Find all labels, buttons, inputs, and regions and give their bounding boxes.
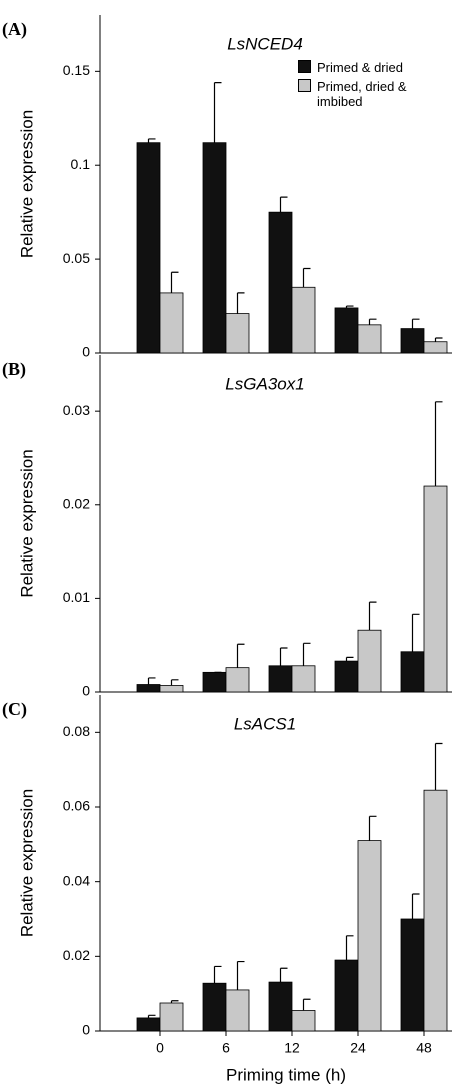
y-tick-label: 0.01 bbox=[63, 589, 90, 605]
y-axis-label: Relative expression bbox=[17, 789, 36, 937]
error-bar bbox=[279, 647, 288, 666]
legend: Primed & dried Primed, dried & imbibed bbox=[298, 60, 417, 113]
error-bar bbox=[302, 267, 311, 288]
error-bar bbox=[279, 967, 288, 983]
bar bbox=[357, 324, 382, 354]
x-tick-label: 48 bbox=[416, 1040, 432, 1056]
chart-title: LsACS1 bbox=[234, 714, 296, 733]
bar bbox=[225, 313, 250, 354]
y-tick-label: 0.06 bbox=[63, 798, 90, 814]
y-tick-label: 0.08 bbox=[63, 723, 90, 739]
y-tick-label: 0.15 bbox=[63, 62, 90, 78]
y-tick-label: 0.1 bbox=[71, 156, 91, 172]
error-bar bbox=[434, 401, 443, 487]
bar bbox=[136, 1017, 161, 1032]
error-bar bbox=[345, 935, 354, 961]
error-bar bbox=[170, 271, 179, 293]
bar bbox=[268, 981, 293, 1032]
error-bar bbox=[213, 965, 222, 984]
y-tick-label: 0 bbox=[82, 1022, 90, 1038]
bar bbox=[423, 341, 448, 354]
error-bar bbox=[147, 138, 156, 143]
bar bbox=[334, 959, 359, 1032]
bar bbox=[357, 629, 382, 693]
error-bar bbox=[411, 613, 420, 652]
bar bbox=[334, 660, 359, 693]
error-bar bbox=[302, 998, 311, 1011]
error-bar bbox=[236, 292, 245, 314]
bar bbox=[291, 286, 316, 354]
bar bbox=[291, 1010, 316, 1032]
error-bar bbox=[147, 677, 156, 685]
error-bar bbox=[345, 656, 354, 662]
x-axis-label: Priming time (h) bbox=[226, 1065, 346, 1084]
bar bbox=[159, 1002, 184, 1032]
x-tick-label: 0 bbox=[156, 1040, 164, 1056]
bar bbox=[136, 142, 161, 354]
bar bbox=[291, 665, 316, 693]
bar bbox=[268, 665, 293, 693]
bar bbox=[202, 982, 227, 1032]
error-bar bbox=[236, 960, 245, 990]
y-tick-label: 0 bbox=[82, 683, 90, 699]
error-bar bbox=[302, 642, 311, 666]
error-bar bbox=[411, 318, 420, 329]
error-bar bbox=[170, 679, 179, 686]
bar bbox=[423, 789, 448, 1032]
legend-label: Primed & dried bbox=[317, 60, 403, 75]
error-bar bbox=[345, 305, 354, 308]
y-axis-label: Relative expression bbox=[17, 449, 36, 597]
bar bbox=[225, 989, 250, 1032]
legend-swatch bbox=[298, 79, 311, 92]
x-tick-label: 12 bbox=[284, 1040, 300, 1056]
bar bbox=[159, 292, 184, 354]
error-bar bbox=[236, 643, 245, 668]
error-bar bbox=[368, 601, 377, 631]
y-tick-label: 0.03 bbox=[63, 402, 90, 418]
bar bbox=[202, 671, 227, 693]
bar bbox=[400, 328, 425, 354]
x-tick-label: 6 bbox=[222, 1040, 230, 1056]
error-bar bbox=[279, 196, 288, 213]
bar bbox=[423, 485, 448, 693]
panel-label: (C) bbox=[2, 699, 27, 720]
error-bar bbox=[213, 82, 222, 143]
legend-swatch bbox=[298, 60, 311, 73]
y-tick-label: 0.02 bbox=[63, 495, 90, 511]
y-tick-label: 0.05 bbox=[63, 250, 90, 266]
legend-item: Primed & dried bbox=[298, 60, 417, 75]
y-tick-label: 0.02 bbox=[63, 947, 90, 963]
bar bbox=[400, 918, 425, 1032]
panel-label: (A) bbox=[2, 19, 27, 40]
chart-title: LsGA3ox1 bbox=[225, 374, 304, 393]
error-bar bbox=[170, 1000, 179, 1003]
y-tick-label: 0.04 bbox=[63, 872, 90, 888]
error-bar bbox=[368, 318, 377, 325]
bar bbox=[357, 840, 382, 1032]
bar bbox=[334, 307, 359, 354]
bar bbox=[400, 651, 425, 693]
bar bbox=[159, 685, 184, 693]
bar bbox=[136, 684, 161, 693]
x-tick-label: 24 bbox=[350, 1040, 366, 1056]
error-bar bbox=[434, 337, 443, 342]
error-bar bbox=[434, 742, 443, 791]
error-bar bbox=[411, 893, 420, 919]
legend-label: Primed, dried & imbibed bbox=[317, 79, 407, 109]
y-tick-label: 0 bbox=[82, 344, 90, 360]
panel-label: (B) bbox=[2, 359, 26, 380]
error-bar bbox=[368, 815, 377, 841]
legend-item: Primed, dried & imbibed bbox=[298, 79, 417, 109]
error-bar bbox=[147, 1014, 156, 1018]
bar bbox=[268, 211, 293, 354]
bar bbox=[202, 142, 227, 354]
chart-title: LsNCED4 bbox=[227, 34, 303, 53]
bar bbox=[225, 667, 250, 693]
y-axis-label: Relative expression bbox=[17, 110, 36, 258]
